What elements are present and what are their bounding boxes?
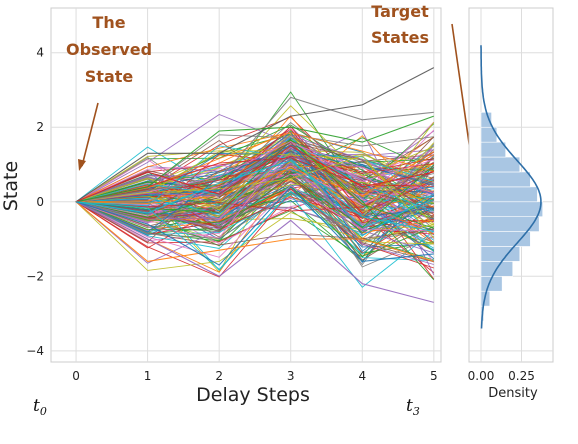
t0-subscript: 0 bbox=[40, 405, 47, 418]
t0-label: t0 bbox=[33, 396, 47, 418]
annotation-target-line-1: Target bbox=[371, 2, 429, 21]
x-tick-label: 0 bbox=[72, 369, 80, 383]
annotation-observed-state: The Observed State bbox=[66, 13, 152, 171]
histogram-bar bbox=[480, 112, 492, 128]
y-tick-label: −2 bbox=[26, 269, 44, 283]
trajectory-line bbox=[75, 155, 435, 239]
trajectory-line bbox=[75, 132, 434, 203]
annotation-target-states: Target States bbox=[371, 2, 429, 47]
trajectory-line bbox=[75, 170, 435, 212]
y-axis-label: State bbox=[0, 161, 22, 211]
histogram-bar bbox=[480, 171, 531, 188]
highlight-trajectory-line bbox=[75, 145, 434, 203]
trajectory-line bbox=[75, 144, 434, 233]
density-x-ticks: 0.00 0.25 bbox=[468, 369, 535, 383]
histogram-bar bbox=[480, 186, 538, 203]
trajectory-line bbox=[75, 139, 434, 205]
t3-label: t3 bbox=[406, 396, 420, 418]
highlight-trajectory-line bbox=[75, 186, 434, 266]
t3-subscript: 3 bbox=[413, 405, 420, 418]
trajectory-line bbox=[75, 151, 435, 204]
trajectory-line bbox=[75, 164, 435, 231]
annotation-observed-line-1: The bbox=[92, 13, 125, 32]
main-plot: 0 1 2 3 4 5 −4 −2 0 2 4 Delay Steps State The Obs… bbox=[0, 2, 442, 418]
highlight-trajectory-line bbox=[75, 115, 434, 203]
trajectory-line bbox=[75, 146, 434, 265]
histogram-bar bbox=[480, 156, 521, 173]
trajectory-line bbox=[75, 153, 434, 222]
x-tick-label: 4 bbox=[358, 369, 366, 383]
trajectory-line bbox=[75, 201, 434, 271]
highlight-trajectory-line bbox=[75, 67, 435, 203]
x-tick-label: 2 bbox=[215, 369, 223, 383]
y-tick-label: −4 bbox=[26, 344, 44, 358]
annotation-observed-line-3: State bbox=[85, 67, 134, 86]
density-kde-line bbox=[480, 45, 542, 329]
trajectory-line bbox=[75, 145, 434, 229]
density-x-tick-label: 0.25 bbox=[508, 369, 535, 383]
main-x-ticks: 0 1 2 3 4 5 bbox=[72, 369, 437, 383]
highlight-trajectory-line bbox=[75, 160, 434, 233]
x-tick-label: 5 bbox=[430, 369, 438, 383]
series-layer bbox=[75, 67, 435, 303]
trajectory-line bbox=[75, 175, 434, 263]
histogram-bar bbox=[480, 201, 544, 217]
trajectory-line bbox=[75, 170, 435, 249]
annotation-target-line-2: States bbox=[371, 28, 429, 47]
t0-letter: t bbox=[33, 396, 40, 416]
trajectory-line bbox=[75, 142, 434, 239]
trajectory-line bbox=[75, 185, 434, 258]
highlight-trajectory-line bbox=[75, 96, 434, 203]
density-x-tick-label: 0.00 bbox=[468, 369, 495, 383]
trajectory-line bbox=[75, 185, 434, 241]
histogram-bar bbox=[480, 231, 531, 247]
density-plot: 0.00 0.25 Density bbox=[468, 7, 554, 401]
annotation-observed-arrowhead bbox=[78, 159, 86, 171]
trajectory-line bbox=[75, 131, 435, 206]
y-tick-label: 0 bbox=[36, 195, 44, 209]
histogram-bar bbox=[480, 141, 506, 158]
x-tick-label: 3 bbox=[287, 369, 295, 383]
trajectory-line bbox=[75, 144, 434, 203]
trajectory-line bbox=[75, 184, 434, 231]
trajectory-line bbox=[75, 192, 435, 242]
trajectory-line bbox=[75, 150, 435, 203]
histogram-bar bbox=[480, 246, 521, 262]
density-x-axis-label: Density bbox=[488, 386, 538, 401]
annotation-observed-line-2: Observed bbox=[66, 40, 152, 59]
x-tick-label: 1 bbox=[144, 369, 152, 383]
main-y-ticks: −4 −2 0 2 4 bbox=[26, 46, 44, 358]
histogram-bar bbox=[480, 216, 540, 232]
trajectory-line bbox=[75, 191, 435, 271]
highlight-trajectory-line bbox=[75, 201, 434, 303]
annotation-observed-arrow bbox=[81, 102, 99, 167]
y-tick-label: 4 bbox=[36, 46, 44, 60]
trajectory-line bbox=[75, 185, 434, 258]
trajectory-line bbox=[75, 169, 434, 224]
highlight-trajectory-line bbox=[75, 201, 434, 262]
t3-letter: t bbox=[406, 396, 413, 416]
x-axis-label: Delay Steps bbox=[196, 384, 310, 406]
y-tick-label: 2 bbox=[36, 120, 44, 134]
trajectory-line bbox=[75, 135, 434, 203]
